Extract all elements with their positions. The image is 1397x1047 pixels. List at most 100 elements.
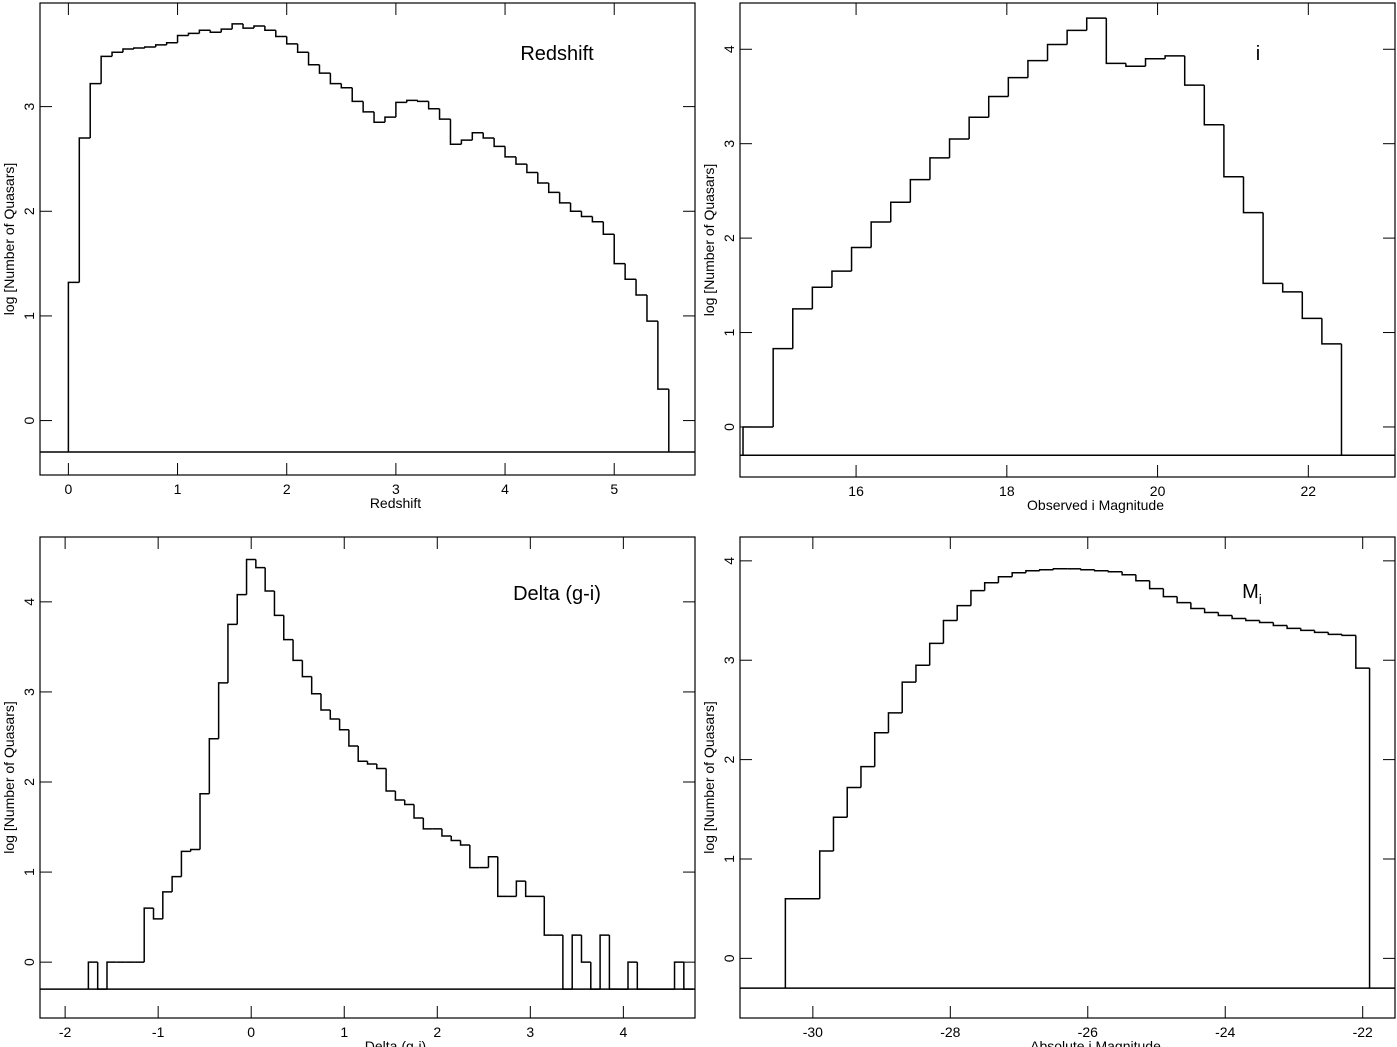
histogram-step	[357, 745, 368, 763]
histogram-step	[1107, 570, 1123, 573]
histogram-step	[526, 164, 538, 174]
x-tick-label: 22	[1301, 483, 1317, 499]
histogram-step	[320, 693, 331, 711]
x-axis-label: Delta (g-i)	[365, 1038, 426, 1047]
histogram-step	[394, 791, 405, 801]
histogram-step	[646, 294, 658, 322]
histogram-step	[307, 52, 320, 66]
y-tick-label: 0	[721, 423, 737, 431]
histogram-step	[602, 221, 615, 236]
histogram-step	[1231, 615, 1246, 620]
histogram-step	[264, 26, 276, 31]
histogram-step	[111, 51, 123, 57]
histogram-step	[970, 589, 985, 606]
histogram-step	[571, 934, 582, 990]
histogram-step	[283, 615, 294, 641]
histogram-step	[253, 25, 265, 29]
histogram-step	[543, 896, 554, 936]
histogram-step	[171, 875, 182, 892]
histogram-step	[122, 48, 134, 53]
histogram-step	[338, 718, 349, 731]
histogram-step	[285, 36, 298, 45]
histogram-step	[245, 558, 256, 595]
histogram-step	[1321, 318, 1342, 345]
histogram-step	[504, 146, 516, 158]
y-tick-label: 4	[721, 557, 737, 565]
histogram-step	[1301, 291, 1322, 320]
y-tick-label: 3	[721, 140, 737, 148]
x-axis-label: Absolute i Magnitude	[1030, 1038, 1161, 1047]
y-tick-label: 4	[721, 45, 737, 53]
histogram-step	[870, 221, 891, 248]
histogram-step	[493, 138, 506, 148]
histogram-step	[832, 816, 848, 852]
y-tick-label: 2	[721, 756, 737, 764]
annotation-sub: i	[1259, 591, 1262, 607]
histogram-step	[956, 604, 971, 621]
histogram-step	[1242, 176, 1264, 214]
histogram-step	[441, 828, 452, 837]
y-tick-label: 1	[21, 312, 37, 320]
histogram-step	[100, 55, 113, 84]
histogram-step	[487, 856, 498, 868]
histogram-step	[901, 681, 916, 713]
x-tick-label: 18	[999, 483, 1015, 499]
x-tick-label: 2	[283, 481, 291, 497]
histogram-step	[1135, 574, 1150, 582]
y-tick-label: 0	[21, 958, 37, 966]
histogram-step	[1038, 569, 1054, 571]
histogram-step	[887, 712, 903, 733]
x-tick-label: 1	[340, 1024, 348, 1040]
histogram-step	[948, 138, 970, 158]
histogram-step	[515, 880, 526, 897]
histogram-step	[1327, 632, 1343, 636]
histogram-step	[176, 34, 189, 43]
histogram-step	[469, 845, 480, 869]
histogram-step	[231, 23, 244, 30]
histogram-step	[928, 642, 944, 666]
plot-frame	[39, 2, 696, 476]
histogram-step	[296, 43, 309, 53]
x-tick-label: -30	[803, 1024, 823, 1040]
histogram-step	[1046, 43, 1068, 61]
histogram-step	[818, 850, 834, 899]
plot-frame	[739, 536, 1396, 1019]
x-tick-label: 16	[848, 483, 864, 499]
histogram-step	[997, 576, 1013, 583]
x-axis-label: Redshift	[370, 495, 421, 511]
histogram-step	[1272, 622, 1288, 627]
histogram-step	[162, 891, 173, 919]
histogram-step	[373, 111, 385, 124]
plot-frame	[39, 536, 696, 1019]
histogram-step	[301, 660, 312, 678]
x-tick-label: -26	[1078, 1024, 1098, 1040]
histogram-step	[1080, 568, 1095, 571]
y-tick-label: 3	[721, 656, 737, 664]
histogram-step	[784, 897, 820, 989]
histogram-step	[524, 881, 535, 898]
histogram-step	[1355, 635, 1370, 669]
histogram-step	[1027, 59, 1048, 78]
histogram-step	[1258, 620, 1274, 624]
plot-frame	[739, 2, 1396, 478]
histogram-step	[264, 567, 275, 592]
histogram-step	[96, 962, 107, 990]
histogram-step	[1125, 63, 1146, 68]
histogram-step	[180, 850, 191, 877]
y-tick-label: 2	[21, 778, 37, 786]
histogram-step	[983, 581, 999, 591]
histogram-step	[416, 100, 429, 103]
y-tick-label: 1	[721, 328, 737, 336]
histogram-step	[438, 108, 451, 120]
y-tick-label: 1	[721, 855, 737, 863]
histogram-step	[1341, 634, 1356, 637]
histogram-step	[255, 559, 266, 569]
annotation-main: Delta (g-i)	[513, 583, 601, 605]
histogram-step	[1313, 630, 1329, 634]
histogram-step	[657, 321, 669, 390]
histogram-step	[1183, 55, 1205, 86]
histogram-step	[292, 639, 303, 662]
y-tick-label: 1	[21, 868, 37, 876]
histogram-step	[1162, 588, 1178, 598]
